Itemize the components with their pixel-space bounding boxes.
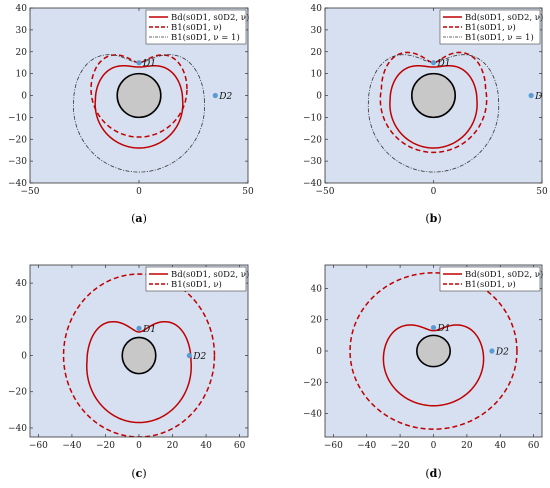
legend-entry: B1(s0D1, ν): [465, 22, 516, 33]
x-tick-label: 40: [495, 441, 507, 451]
legend: Bd(s0D1, s0D2, ν)B1(s0D1, ν): [145, 266, 249, 292]
point-label-d1: D1: [437, 324, 451, 334]
y-tick-label: 20: [311, 48, 323, 58]
y-tick-label: 40: [16, 279, 28, 289]
legend-entry: Bd(s0D1, s0D2, ν): [171, 12, 249, 23]
obstacle-circle: [116, 72, 162, 119]
x-tick-label: −20: [391, 441, 410, 451]
point-d2: [528, 92, 534, 99]
point-label-d2: D2: [218, 92, 232, 102]
point-label-d2: D2: [534, 92, 548, 102]
y-tick-label: −20: [303, 135, 322, 145]
x-tick-label: −50: [21, 187, 40, 197]
point-label-d2: D2: [192, 352, 206, 362]
obstacle-circle: [121, 336, 157, 375]
obstacle-circle: [416, 334, 451, 368]
y-tick-label: 40: [311, 284, 323, 294]
y-tick-label: −10: [303, 113, 322, 123]
legend-entry: B1(s0D1, ν): [171, 279, 222, 290]
y-tick-label: 0: [21, 352, 27, 362]
y-tick-label: 20: [16, 48, 28, 58]
series-dashed-curve: [90, 54, 188, 138]
legend: Bd(s0D1, s0D2, ν)B1(s0D1, ν): [439, 266, 543, 292]
series-dashdot-curve: [73, 54, 205, 173]
series-dashed-curve: [379, 51, 488, 154]
y-tick-label: 10: [311, 70, 323, 80]
point-label-d1: D1: [142, 59, 156, 69]
panel-caption: (a): [131, 212, 147, 225]
series-dashdot-curve: [367, 54, 500, 173]
legend-entry: Bd(s0D1, s0D2, ν): [171, 269, 249, 280]
x-tick-label: 50: [242, 187, 254, 197]
y-tick-label: 20: [311, 316, 323, 326]
point-d1: [136, 325, 142, 331]
x-tick-label: 0: [136, 441, 142, 451]
y-tick-label: −40: [8, 179, 27, 189]
point-d1: [430, 324, 437, 331]
x-tick-label: −40: [357, 441, 376, 451]
x-tick-label: −60: [29, 441, 48, 451]
legend-entry: Bd(s0D1, s0D2, ν): [465, 12, 543, 23]
y-tick-label: 0: [21, 92, 27, 102]
y-tick-label: −30: [303, 157, 322, 167]
point-label-d1: D1: [142, 325, 156, 335]
series-solid-curve: [86, 320, 192, 424]
chart-panel-a: D1 D2 −50 0 50 −40 −30 −20 −10 0 10 20 30 40 Bd(s0D1, …: [8, 4, 254, 225]
point-label-d2: D2: [495, 348, 509, 358]
y-tick-label: −30: [8, 157, 27, 167]
legend-entry: Bd(s0D1, s0D2, ν): [465, 269, 543, 280]
x-tick-label: −60: [324, 441, 343, 451]
series-solid-curve: [94, 64, 184, 149]
x-tick-label: 0: [136, 187, 142, 197]
y-tick-label: 40: [16, 4, 28, 14]
y-tick-label: −20: [8, 135, 27, 145]
legend: Bd(s0D1, s0D2, ν)B1(s0D1, ν)B1(s0D1, ν =…: [145, 9, 249, 45]
x-tick-label: −50: [316, 187, 335, 197]
y-tick-label: 30: [16, 26, 28, 36]
y-tick-label: −40: [8, 424, 27, 434]
point-d2: [489, 348, 495, 354]
x-tick-label: 60: [234, 441, 246, 451]
x-tick-label: 20: [167, 441, 179, 451]
point-d2: [186, 352, 192, 359]
x-tick-label: −20: [96, 441, 115, 451]
panel-caption: (d): [425, 467, 441, 480]
panel-caption: (c): [131, 467, 146, 480]
chart-panel-d: D1 D2 −60 −40 −20 0 20 40 60 −40 −20 0 20 40 Bd(s0D1, …: [303, 264, 543, 480]
y-tick-label: −10: [8, 113, 27, 123]
panel-caption: (b): [425, 212, 441, 225]
series-solid-curve: [389, 64, 478, 149]
legend-entry: B1(s0D1, ν = 1): [465, 32, 534, 43]
y-tick-label: 20: [16, 315, 28, 325]
y-tick-label: 30: [311, 26, 323, 36]
x-tick-label: −40: [62, 441, 81, 451]
point-d1: [136, 60, 142, 66]
y-tick-label: 10: [16, 70, 28, 80]
y-tick-label: 0: [316, 92, 322, 102]
point-d2: [212, 92, 218, 99]
chart-panel-b: D1 D2 −50 0 50 −40 −30 −20 −10 0 10 20 30 40 Bd(s0D1, …: [303, 4, 548, 225]
legend-entry: B1(s0D1, ν = 1): [171, 32, 240, 43]
y-tick-label: −20: [8, 388, 27, 398]
legend: Bd(s0D1, s0D2, ν)B1(s0D1, ν)B1(s0D1, ν =…: [439, 9, 543, 45]
legend-entry: B1(s0D1, ν): [171, 22, 222, 33]
x-tick-label: 20: [461, 441, 473, 451]
legend-entry: B1(s0D1, ν): [465, 279, 516, 290]
x-tick-label: 60: [528, 441, 540, 451]
point-d1: [430, 60, 437, 66]
y-tick-label: −20: [303, 378, 322, 388]
x-tick-label: 0: [431, 187, 437, 197]
point-label-d1: D1: [437, 59, 451, 69]
y-tick-label: 40: [311, 4, 323, 14]
y-tick-label: 0: [316, 347, 322, 357]
series-solid-curve: [382, 324, 485, 407]
y-tick-label: −40: [303, 410, 322, 420]
obstacle-circle: [410, 72, 456, 119]
y-tick-label: −40: [303, 179, 322, 189]
x-tick-label: 50: [536, 187, 548, 197]
x-tick-label: 0: [431, 441, 437, 451]
x-tick-label: 40: [200, 441, 212, 451]
